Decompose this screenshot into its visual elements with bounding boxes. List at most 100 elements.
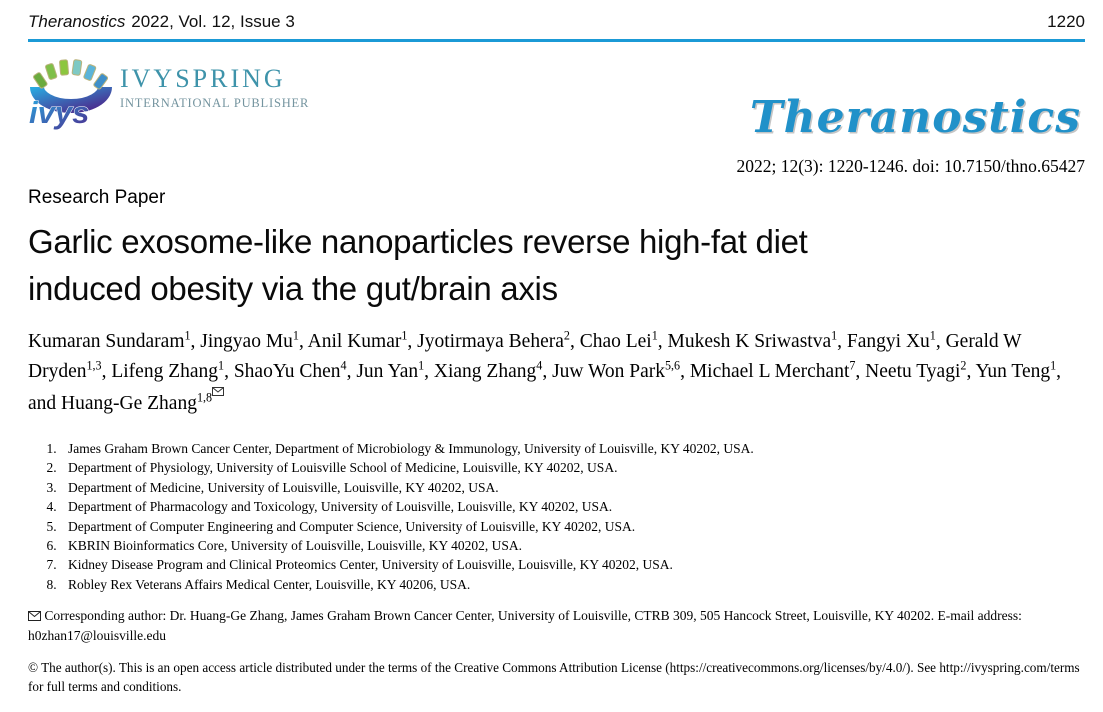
- article-title: Garlic exosome-like nanoparticles revers…: [28, 219, 1085, 313]
- author-name: Jyotirmaya Behera: [417, 330, 564, 352]
- author-separator: ,: [190, 330, 201, 352]
- author-affiliation-sup: 1: [651, 328, 658, 343]
- author-name: Juw Won Park: [552, 360, 665, 382]
- affiliation-item: Department of Medicine, University of Lo…: [60, 478, 1085, 497]
- author-separator: ,: [569, 330, 580, 352]
- affiliation-list: James Graham Brown Cancer Center, Depart…: [28, 439, 1085, 595]
- author: Anil Kumar1,: [307, 328, 418, 352]
- publisher-logo: ivys IVYSPRING INTERNATIONAL PUBLISHER: [28, 57, 309, 140]
- author-separator: ,: [101, 360, 112, 382]
- corresponding-author-marker: [212, 387, 225, 405]
- author-affiliation-sup: 4: [536, 358, 543, 373]
- envelope-icon: [212, 387, 225, 397]
- author-separator: ,: [680, 360, 690, 382]
- author-name: Kumaran Sundaram: [28, 330, 185, 352]
- license-text: © The author(s). This is an open access …: [28, 659, 1080, 694]
- author-name: Anil Kumar: [307, 330, 402, 352]
- author-affiliation-sup: 1: [292, 328, 299, 343]
- author: Jyotirmaya Behera2,: [417, 328, 580, 352]
- author: Jingyao Mu1,: [200, 328, 308, 352]
- author-affiliation-sup: 1: [218, 358, 225, 373]
- author-list: Kumaran Sundaram1, Jingyao Mu1, Anil Kum…: [28, 327, 1085, 420]
- author-separator: , and: [28, 360, 1062, 415]
- affiliation-item: Department of Computer Engineering and C…: [60, 517, 1085, 536]
- author-name: Xiang Zhang: [433, 360, 537, 382]
- title-line-1: Garlic exosome-like nanoparticles revers…: [28, 223, 808, 260]
- author-separator: ,: [966, 360, 976, 382]
- envelope-icon: [28, 606, 41, 626]
- author-separator: ,: [542, 360, 553, 382]
- author: Chao Lei1,: [579, 328, 668, 352]
- header-divider: [28, 39, 1085, 42]
- author-separator: ,: [224, 360, 234, 382]
- author-affiliation-sup: 1: [418, 358, 425, 373]
- affiliation-item: Robley Rex Veterans Affairs Medical Cent…: [60, 575, 1085, 594]
- publisher-logo-monogram: ivys: [29, 95, 89, 130]
- author-affiliation-sup: 2: [563, 328, 570, 343]
- affiliation-item: KBRIN Bioinformatics Core, University of…: [60, 536, 1085, 555]
- author: Lifeng Zhang1,: [111, 358, 234, 382]
- article-type-label: Research Paper: [28, 187, 166, 208]
- author: Yun Teng1, and: [28, 358, 1062, 415]
- author: Mukesh K Sriwastva1,: [667, 328, 847, 352]
- author-separator: ,: [346, 360, 357, 382]
- author-name: Neetu Tyagi: [865, 360, 961, 382]
- author: ShaoYu Chen4,: [233, 358, 357, 382]
- author-name: Jingyao Mu: [200, 330, 293, 352]
- author: Neetu Tyagi2,: [865, 358, 976, 382]
- affiliation-item: Department of Physiology, University of …: [60, 458, 1085, 477]
- page-number: 1220: [1047, 12, 1085, 31]
- author: Jun Yan1,: [356, 358, 434, 382]
- affiliation-item: Kidney Disease Program and Clinical Prot…: [60, 555, 1085, 574]
- author: Juw Won Park5,6,: [552, 358, 690, 382]
- title-line-2: induced obesity via the gut/brain axis: [28, 269, 558, 307]
- ivyspring-ring-icon: ivys: [28, 57, 114, 140]
- author-separator: ,: [424, 360, 434, 382]
- author: Michael L Merchant7,: [689, 358, 866, 382]
- author-affiliation-sup: 1: [929, 328, 936, 343]
- corresponding-author-block: Corresponding author: Dr. Huang-Ge Zhang…: [28, 606, 1085, 645]
- author-separator: ,: [935, 330, 946, 352]
- author-name: Fangyi Xu: [846, 330, 930, 352]
- author: Gerald W Dryden1,3,: [28, 331, 1021, 382]
- author-name: Yun Teng: [975, 360, 1051, 382]
- author-affiliation-sup: 1: [401, 328, 408, 343]
- publisher-tagline: INTERNATIONAL PUBLISHER: [120, 95, 310, 110]
- author-affiliation-sup: 1: [831, 328, 838, 343]
- author-separator: ,: [837, 330, 847, 352]
- citation: 2022; 12(3): 1220-1246. doi: 10.7150/thn…: [736, 156, 1085, 176]
- author-affiliation-sup: 5,6: [664, 358, 681, 373]
- author-affiliation-sup: 1: [184, 328, 191, 343]
- corresponding-author-text: Corresponding author: Dr. Huang-Ge Zhang…: [28, 608, 1022, 643]
- author: Huang-Ge Zhang1,8: [61, 390, 213, 415]
- journal-logo: Theranostics: [749, 92, 1081, 143]
- author: Kumaran Sundaram1,: [28, 328, 201, 352]
- logo-row: ivys IVYSPRING INTERNATIONAL PUBLISHER T…: [28, 57, 1085, 143]
- publisher-text: IVYSPRING INTERNATIONAL PUBLISHER: [120, 57, 309, 111]
- author-affiliation-sup: 7: [849, 358, 856, 373]
- author-affiliation-sup: 2: [960, 358, 967, 373]
- author-name: Michael L Merchant: [689, 360, 850, 382]
- author: Fangyi Xu1,: [846, 328, 946, 352]
- author-separator: ,: [407, 330, 418, 352]
- issue-info: 2022, Vol. 12, Issue 3: [131, 12, 295, 31]
- author-affiliation-sup: 1,8: [196, 390, 213, 405]
- author-affiliation-sup: 1: [1050, 358, 1057, 373]
- running-header: Theranostics 2022, Vol. 12, Issue 3 1220: [28, 12, 1085, 32]
- author-separator: ,: [298, 330, 308, 352]
- author-separator: ,: [855, 360, 866, 382]
- author-separator: ,: [657, 330, 668, 352]
- author-name: Jun Yan: [356, 360, 419, 382]
- affiliation-item: Department of Pharmacology and Toxicolog…: [60, 497, 1085, 516]
- author-name: Mukesh K Sriwastva: [667, 330, 832, 352]
- affiliation-item: James Graham Brown Cancer Center, Depart…: [60, 439, 1085, 458]
- author-name: Lifeng Zhang: [111, 360, 219, 382]
- journal-name: Theranostics: [28, 12, 126, 31]
- author-name: Huang-Ge Zhang: [61, 393, 197, 415]
- publisher-name: IVYSPRING: [120, 64, 286, 93]
- author-name: ShaoYu Chen: [233, 360, 341, 382]
- author-affiliation-sup: 1,3: [86, 358, 102, 373]
- author-name: Chao Lei: [579, 330, 652, 352]
- author: Xiang Zhang4,: [433, 358, 553, 382]
- author-affiliation-sup: 4: [340, 358, 347, 373]
